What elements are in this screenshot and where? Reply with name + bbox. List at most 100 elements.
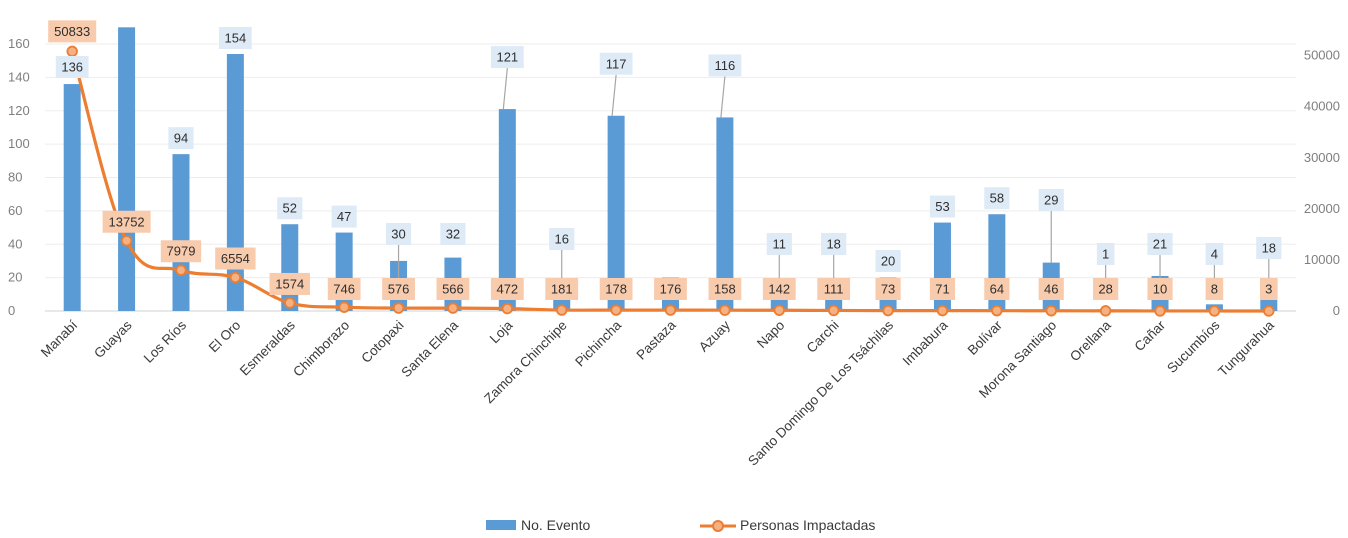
line-point bbox=[664, 304, 677, 316]
bar-data-label: 16 bbox=[554, 232, 568, 247]
bar-label-box bbox=[1096, 243, 1115, 265]
bar-label-box bbox=[929, 195, 956, 218]
bar-label-box bbox=[1038, 189, 1064, 211]
line-series bbox=[66, 45, 1275, 317]
line-data-label: 73 bbox=[881, 282, 895, 297]
x-tick-label: Azuay bbox=[696, 317, 733, 354]
bar-data-label: 30 bbox=[391, 227, 405, 242]
line-point bbox=[1208, 305, 1221, 317]
bar-data-label: 154 bbox=[225, 31, 247, 46]
line-data-label: 7979 bbox=[167, 244, 196, 259]
x-tick-label: Napo bbox=[754, 318, 787, 351]
x-tick-label: Sucumbíos bbox=[1164, 317, 1223, 376]
bar-data-label: 21 bbox=[1153, 237, 1167, 252]
y-right-tick-label: 20000 bbox=[1304, 201, 1340, 216]
legend-swatch-bars bbox=[486, 520, 516, 530]
x-tick-label: Bolívar bbox=[965, 317, 1006, 358]
line-label-box bbox=[1093, 278, 1119, 300]
line-point bbox=[1154, 305, 1166, 317]
line-label-box bbox=[1205, 278, 1224, 300]
bar-label-box bbox=[1256, 237, 1282, 259]
bar-data-label: 1 bbox=[1102, 247, 1109, 262]
line-point bbox=[392, 302, 405, 314]
y-left-tick-label: 140 bbox=[8, 69, 30, 84]
bar-data-label: 53 bbox=[935, 199, 949, 214]
bar-label-box bbox=[766, 233, 792, 255]
bar-data-label: 18 bbox=[1262, 241, 1276, 256]
bar-label-box bbox=[549, 228, 575, 250]
bar-data-label: 52 bbox=[283, 201, 297, 216]
y-left-tick-label: 60 bbox=[8, 203, 22, 218]
line-data-label: 50833 bbox=[54, 24, 90, 39]
line-data-label: 142 bbox=[768, 282, 790, 297]
line-point bbox=[120, 235, 133, 247]
line-data-label: 3 bbox=[1265, 282, 1272, 297]
line-data-label: 71 bbox=[935, 282, 949, 297]
line-point bbox=[501, 302, 514, 315]
bar-data-label: 4 bbox=[1211, 247, 1218, 262]
bar-label-box bbox=[277, 197, 303, 220]
x-tick-label: Orellana bbox=[1067, 317, 1114, 364]
x-tick-label: Tungurahua bbox=[1215, 317, 1277, 379]
y-left-tick-label: 100 bbox=[8, 136, 30, 151]
bar bbox=[607, 115, 625, 311]
y-left-tick-label: 80 bbox=[8, 170, 22, 185]
bar-data-label: 58 bbox=[990, 191, 1004, 206]
x-axis: Manabí Guayas Los Ríos El OroEsmeraldasChim… bbox=[38, 317, 1277, 468]
bar-label-box bbox=[599, 52, 633, 75]
bar-data-label: 32 bbox=[446, 227, 460, 242]
line-label-box bbox=[1038, 278, 1064, 300]
line-data-label: 176 bbox=[660, 282, 682, 297]
y-left-tick-label: 120 bbox=[8, 103, 30, 118]
legend-marker bbox=[712, 520, 724, 532]
bar-data-label: 117 bbox=[606, 56, 627, 71]
bar-label-box bbox=[168, 127, 194, 150]
bar bbox=[498, 109, 516, 311]
line-label-box bbox=[1147, 278, 1173, 300]
line-data-label: 178 bbox=[605, 282, 627, 297]
x-tick-label: Guayas bbox=[91, 317, 135, 361]
line-point bbox=[447, 302, 459, 314]
legend-label-bars: No. Evento bbox=[521, 517, 590, 533]
line-label-box bbox=[102, 210, 151, 233]
line-point bbox=[882, 304, 894, 317]
line-point bbox=[1045, 305, 1057, 317]
line-label-box bbox=[984, 278, 1010, 300]
bar-data-label: 47 bbox=[337, 209, 351, 224]
bar-data-label: 11 bbox=[773, 237, 787, 252]
bar bbox=[172, 154, 190, 311]
y-left-tick-label: 40 bbox=[8, 236, 22, 251]
bar bbox=[63, 84, 81, 311]
bar bbox=[118, 27, 136, 311]
x-tick-label: Cañar bbox=[1132, 317, 1169, 354]
x-tick-label: Cotopaxi bbox=[358, 318, 406, 366]
line-data-label: 746 bbox=[333, 282, 355, 297]
line-label-box bbox=[382, 278, 415, 300]
y-axis-left: 0 20 40 60 80 100 120 140 160 bbox=[8, 36, 30, 318]
line-data-label: 28 bbox=[1098, 282, 1112, 297]
x-tick-label: Los Ríos bbox=[141, 317, 189, 365]
line-point bbox=[556, 304, 568, 316]
line-point bbox=[827, 304, 840, 317]
line-label-box bbox=[1260, 278, 1278, 300]
x-tick-label: Santa Elena bbox=[398, 317, 461, 380]
line-label-box bbox=[327, 278, 361, 300]
line-data-label: 566 bbox=[442, 282, 464, 297]
line-point bbox=[1263, 305, 1275, 317]
line-point bbox=[773, 304, 785, 316]
line-point bbox=[338, 301, 350, 313]
line-point bbox=[229, 271, 242, 284]
bar-data-label: 136 bbox=[61, 60, 83, 75]
legend-label-line: Personas Impactadas bbox=[740, 517, 875, 533]
bar bbox=[716, 117, 734, 311]
line-label-box bbox=[48, 20, 97, 43]
line-label-box bbox=[490, 278, 524, 300]
line-data-label: 111 bbox=[824, 282, 844, 297]
line-point bbox=[719, 304, 731, 316]
line-label-box bbox=[708, 278, 742, 300]
bar bbox=[226, 54, 244, 311]
line-data-label: 158 bbox=[714, 282, 736, 297]
x-tick-label: Pastaza bbox=[634, 317, 679, 362]
